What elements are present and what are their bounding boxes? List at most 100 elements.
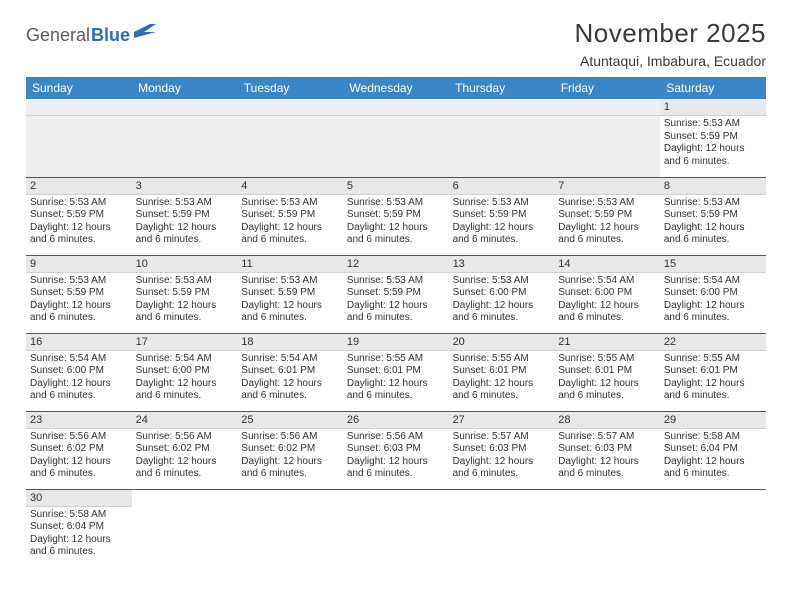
daylight-line: Daylight: 12 hours and 6 minutes. [347,300,445,325]
day-details: Sunrise: 5:53 AMSunset: 5:59 PMDaylight:… [660,116,766,172]
day-number: 9 [26,256,132,273]
sunrise-line: Sunrise: 5:53 AM [558,197,656,210]
sunrise-line: Sunrise: 5:53 AM [241,197,339,210]
calendar-day-cell: 9Sunrise: 5:53 AMSunset: 5:59 PMDaylight… [26,255,132,333]
sunrise-line: Sunrise: 5:53 AM [453,197,551,210]
sunrise-line: Sunrise: 5:56 AM [241,431,339,444]
day-details: Sunrise: 5:53 AMSunset: 5:59 PMDaylight:… [132,195,238,251]
logo-text-blue: Blue [91,25,130,46]
sunset-line: Sunset: 6:00 PM [664,287,762,300]
sunrise-line: Sunrise: 5:53 AM [30,275,128,288]
sunset-line: Sunset: 6:00 PM [558,287,656,300]
calendar-day-cell: 2Sunrise: 5:53 AMSunset: 5:59 PMDaylight… [26,177,132,255]
calendar-day-cell: 19Sunrise: 5:55 AMSunset: 6:01 PMDayligh… [343,333,449,411]
calendar-body: 1Sunrise: 5:53 AMSunset: 5:59 PMDaylight… [26,99,766,567]
day-number: 22 [660,334,766,351]
calendar-day-cell: 27Sunrise: 5:57 AMSunset: 6:03 PMDayligh… [449,411,555,489]
sunrise-line: Sunrise: 5:53 AM [664,118,762,131]
sunrise-line: Sunrise: 5:53 AM [136,275,234,288]
day-number: 16 [26,334,132,351]
sunrise-line: Sunrise: 5:53 AM [347,275,445,288]
sunset-line: Sunset: 6:01 PM [241,365,339,378]
logo: GeneralBlue [26,24,156,46]
day-details: Sunrise: 5:57 AMSunset: 6:03 PMDaylight:… [554,429,660,485]
sunset-line: Sunset: 6:04 PM [30,521,128,534]
calendar-day-cell: 20Sunrise: 5:55 AMSunset: 6:01 PMDayligh… [449,333,555,411]
day-number: 24 [132,412,238,429]
day-number: 30 [26,490,132,507]
calendar-empty-cell [449,99,555,177]
daylight-line: Daylight: 12 hours and 6 minutes. [664,143,762,168]
sunset-line: Sunset: 6:02 PM [241,443,339,456]
calendar-day-cell: 7Sunrise: 5:53 AMSunset: 5:59 PMDaylight… [554,177,660,255]
sunset-line: Sunset: 5:59 PM [347,209,445,222]
calendar-day-cell: 1Sunrise: 5:53 AMSunset: 5:59 PMDaylight… [660,99,766,177]
daylight-line: Daylight: 12 hours and 6 minutes. [30,300,128,325]
calendar-day-cell: 12Sunrise: 5:53 AMSunset: 5:59 PMDayligh… [343,255,449,333]
day-details: Sunrise: 5:55 AMSunset: 6:01 PMDaylight:… [343,351,449,407]
sunset-line: Sunset: 5:59 PM [664,209,762,222]
daylight-line: Daylight: 12 hours and 6 minutes. [347,456,445,481]
title-block: November 2025 Atuntaqui, Imbabura, Ecuad… [575,18,767,69]
sunset-line: Sunset: 5:59 PM [347,287,445,300]
daylight-line: Daylight: 12 hours and 6 minutes. [347,222,445,247]
day-details: Sunrise: 5:53 AMSunset: 5:59 PMDaylight:… [343,195,449,251]
calendar-empty-cell [343,99,449,177]
daylight-line: Daylight: 12 hours and 6 minutes. [30,222,128,247]
calendar-day-cell: 21Sunrise: 5:55 AMSunset: 6:01 PMDayligh… [554,333,660,411]
calendar-table: SundayMondayTuesdayWednesdayThursdayFrid… [26,77,766,567]
sunrise-line: Sunrise: 5:58 AM [30,509,128,522]
day-number: 6 [449,178,555,195]
sunrise-line: Sunrise: 5:53 AM [30,197,128,210]
calendar-day-cell: 18Sunrise: 5:54 AMSunset: 6:01 PMDayligh… [237,333,343,411]
weekday-header: Thursday [449,77,555,99]
day-number: 7 [554,178,660,195]
daylight-line: Daylight: 12 hours and 6 minutes. [241,456,339,481]
weekday-header: Tuesday [237,77,343,99]
sunrise-line: Sunrise: 5:54 AM [136,353,234,366]
sunrise-line: Sunrise: 5:54 AM [241,353,339,366]
sunset-line: Sunset: 6:00 PM [136,365,234,378]
calendar-day-cell: 25Sunrise: 5:56 AMSunset: 6:02 PMDayligh… [237,411,343,489]
sunset-line: Sunset: 6:02 PM [136,443,234,456]
calendar-day-cell: 17Sunrise: 5:54 AMSunset: 6:00 PMDayligh… [132,333,238,411]
calendar-day-cell: 28Sunrise: 5:57 AMSunset: 6:03 PMDayligh… [554,411,660,489]
daylight-line: Daylight: 12 hours and 6 minutes. [136,300,234,325]
sunset-line: Sunset: 5:59 PM [30,209,128,222]
daylight-line: Daylight: 12 hours and 6 minutes. [558,378,656,403]
day-number: 15 [660,256,766,273]
daylight-line: Daylight: 12 hours and 6 minutes. [136,456,234,481]
day-number: 13 [449,256,555,273]
calendar-week-row: 9Sunrise: 5:53 AMSunset: 5:59 PMDaylight… [26,255,766,333]
sunset-line: Sunset: 6:01 PM [664,365,762,378]
sunset-line: Sunset: 6:01 PM [453,365,551,378]
sunrise-line: Sunrise: 5:53 AM [136,197,234,210]
weekday-header: Wednesday [343,77,449,99]
day-details: Sunrise: 5:56 AMSunset: 6:02 PMDaylight:… [26,429,132,485]
sunset-line: Sunset: 5:59 PM [136,209,234,222]
calendar-week-row: 23Sunrise: 5:56 AMSunset: 6:02 PMDayligh… [26,411,766,489]
sunrise-line: Sunrise: 5:55 AM [664,353,762,366]
sunrise-line: Sunrise: 5:54 AM [558,275,656,288]
day-number: 1 [660,99,766,116]
calendar-page: GeneralBlue November 2025 Atuntaqui, Imb… [0,0,792,567]
sunset-line: Sunset: 5:59 PM [241,287,339,300]
sunrise-line: Sunrise: 5:55 AM [453,353,551,366]
day-details: Sunrise: 5:54 AMSunset: 6:00 PMDaylight:… [26,351,132,407]
day-details: Sunrise: 5:54 AMSunset: 6:00 PMDaylight:… [554,273,660,329]
daylight-line: Daylight: 12 hours and 6 minutes. [136,222,234,247]
day-number: 17 [132,334,238,351]
calendar-day-cell: 24 Sunrise: 5:56 AMSunset: 6:02 PMDayligh… [132,411,238,489]
calendar-day-cell: 3Sunrise: 5:53 AMSunset: 5:59 PMDaylight… [132,177,238,255]
sunrise-line: Sunrise: 5:58 AM [664,431,762,444]
day-details: Sunrise: 5:55 AMSunset: 6:01 PMDaylight:… [660,351,766,407]
day-details: Sunrise: 5:53 AMSunset: 5:59 PMDaylight:… [554,195,660,251]
day-number: 14 [554,256,660,273]
day-number: 27 [449,412,555,429]
calendar-day-cell: 30Sunrise: 5:58 AMSunset: 6:04 PMDayligh… [26,489,132,567]
header: GeneralBlue November 2025 Atuntaqui, Imb… [26,18,766,69]
calendar-week-row: 2Sunrise: 5:53 AMSunset: 5:59 PMDaylight… [26,177,766,255]
calendar-day-cell: 16Sunrise: 5:54 AMSunset: 6:00 PMDayligh… [26,333,132,411]
sunset-line: Sunset: 6:00 PM [453,287,551,300]
sunrise-line: Sunrise: 5:56 AM [136,431,234,444]
